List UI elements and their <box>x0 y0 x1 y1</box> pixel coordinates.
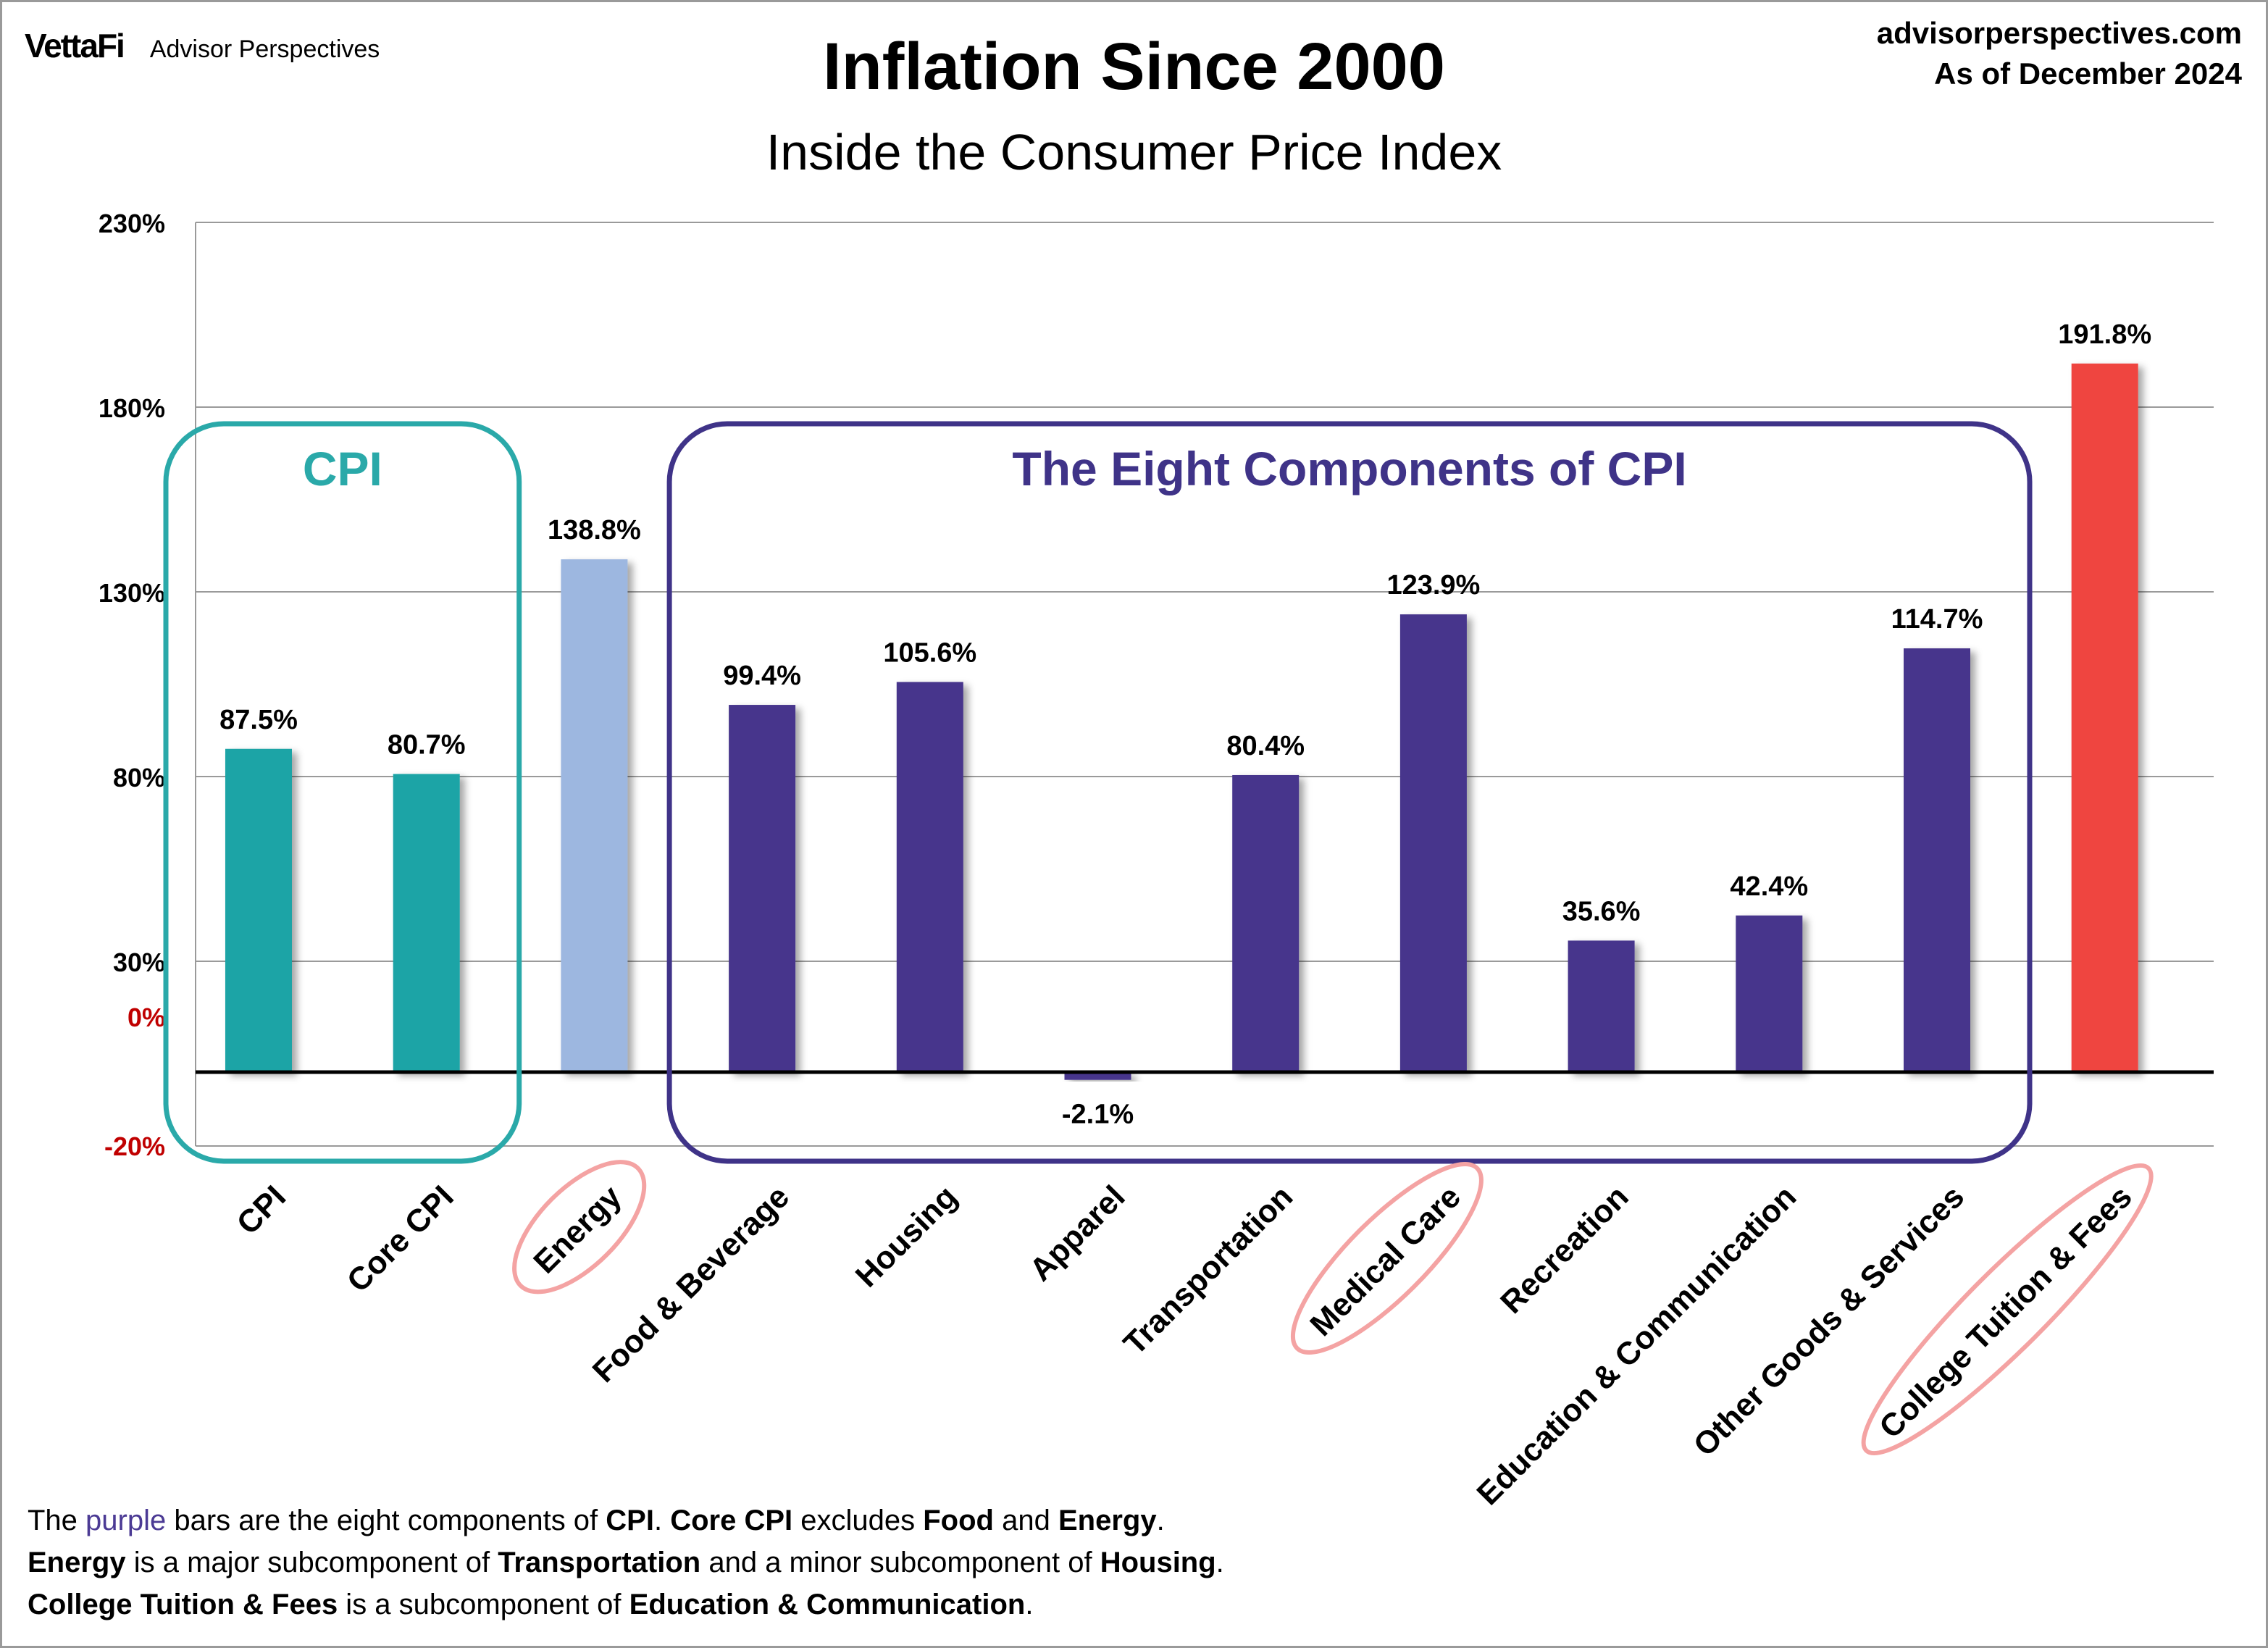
category-label: Education & Communication <box>1470 1179 1803 1512</box>
y-tick-label: 130% <box>99 578 165 608</box>
highlight-ellipse <box>1861 1163 2154 1456</box>
y-tick-label-zero: 0% <box>127 1003 165 1032</box>
brand: VettaFi Advisor Perspectives <box>25 26 380 65</box>
highlight-ellipse <box>1290 1161 1484 1355</box>
y-tick-label: 30% <box>113 948 165 977</box>
bar <box>1399 614 1467 1072</box>
vettafi-logo: VettaFi <box>25 27 125 64</box>
source-block: advisorperspectives.com As of December 2… <box>1877 13 2242 94</box>
data-label: 80.7% <box>388 729 466 760</box>
category-label: Medical Care <box>1303 1179 1468 1343</box>
data-label: 138.8% <box>548 515 641 545</box>
data-label: 191.8% <box>2058 319 2151 350</box>
bar <box>1568 940 1635 1072</box>
bar <box>561 559 628 1072</box>
bar <box>729 705 796 1072</box>
source-url: advisorperspectives.com <box>1876 16 2242 50</box>
cpi-group-label: CPI <box>303 442 382 495</box>
bar <box>896 682 963 1072</box>
footnote-line-3: College Tuition & Fees is a subcomponent… <box>28 1589 1034 1620</box>
y-tick-label-min: -20% <box>104 1132 165 1161</box>
chart-title: Inflation Since 2000 <box>823 30 1445 104</box>
data-label: 99.4% <box>723 661 801 691</box>
category-label: CPI <box>230 1179 293 1242</box>
footnote-line-1: The purple bars are the eight components… <box>28 1505 1165 1536</box>
category-label: Transportation <box>1117 1179 1300 1361</box>
category-label: Housing <box>849 1179 964 1294</box>
data-label: 35.6% <box>1562 896 1641 927</box>
data-label: -2.1% <box>1062 1100 1134 1130</box>
data-label: 87.5% <box>219 705 298 735</box>
data-label: 42.4% <box>1730 871 1808 902</box>
components-group-box <box>666 421 2033 1164</box>
category-label: Apparel <box>1023 1179 1131 1287</box>
chart-subtitle: Inside the Consumer Price Index <box>766 124 1502 180</box>
bar <box>1736 915 1803 1072</box>
data-label: 80.4% <box>1226 731 1305 761</box>
bar <box>2071 363 2138 1072</box>
bar <box>1904 648 1970 1072</box>
footnote-line-2: Energy is a major subcomponent of Transp… <box>28 1547 1224 1578</box>
category-label: Core CPI <box>340 1179 461 1299</box>
category-label: Energy <box>527 1179 628 1280</box>
category-label: Other Goods & Services <box>1687 1179 1972 1463</box>
y-tick-label: 80% <box>113 763 165 792</box>
brand-name: Advisor Perspectives <box>149 35 380 63</box>
bar <box>225 748 292 1072</box>
y-tick-label: 180% <box>99 393 165 423</box>
category-label: Recreation <box>1494 1179 1635 1320</box>
footnote: The purple bars are the eight components… <box>28 1499 1224 1626</box>
data-label: 105.6% <box>883 637 976 668</box>
as-of-date: As of December 2024 <box>1934 57 2242 91</box>
y-tick-label: 230% <box>99 209 165 238</box>
components-group-label: The Eight Components of CPI <box>1012 442 1686 495</box>
cpi-group-box <box>163 421 522 1164</box>
data-label: 114.7% <box>1891 604 1983 635</box>
bar <box>393 774 460 1072</box>
bar <box>1064 1072 1131 1080</box>
highlight-ellipse <box>512 1160 647 1294</box>
data-label: 123.9% <box>1386 570 1480 601</box>
bar <box>1232 774 1300 1072</box>
